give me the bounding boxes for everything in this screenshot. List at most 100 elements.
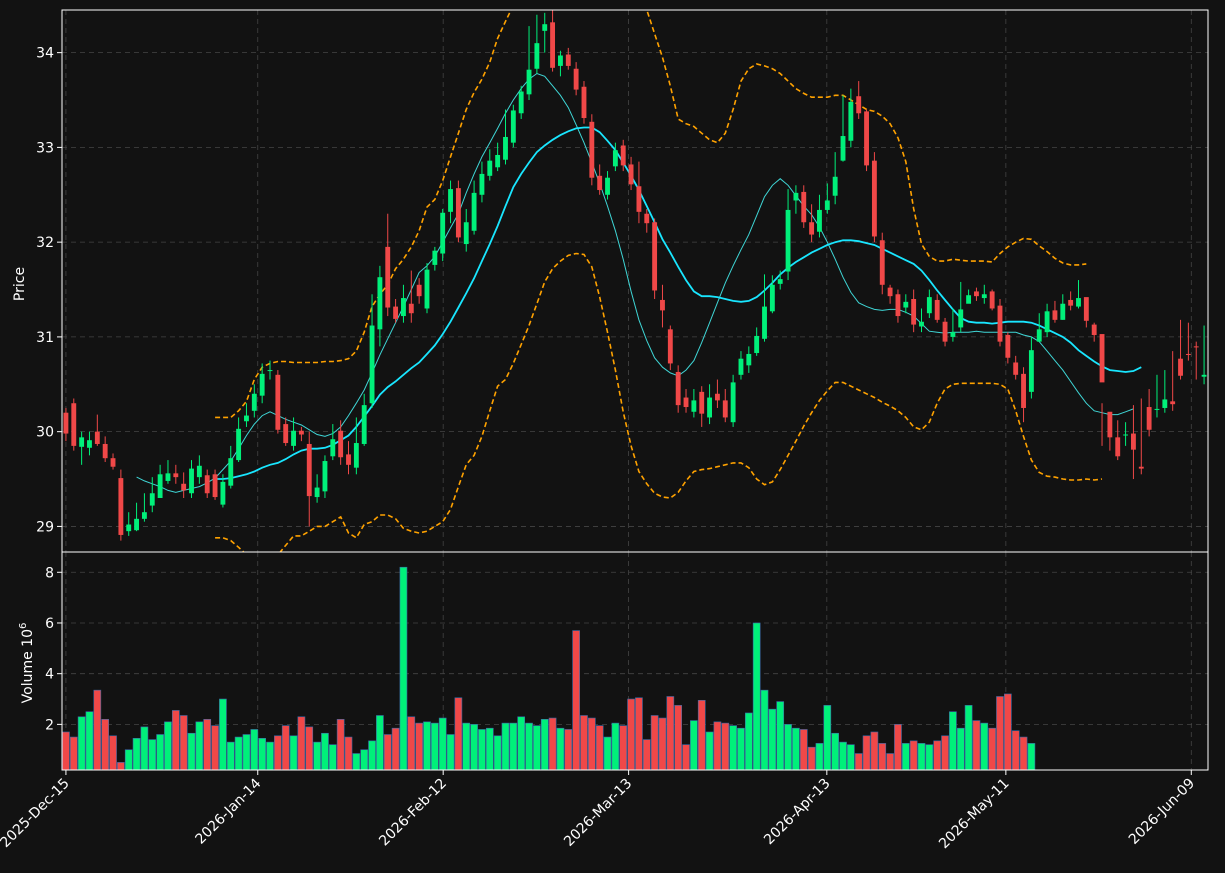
- candle: [1013, 355, 1019, 380]
- candle: [1107, 411, 1113, 451]
- candle: [1044, 303, 1050, 337]
- candle-body-down: [683, 397, 689, 408]
- volume-bar: [752, 622, 761, 770]
- candle: [557, 50, 563, 77]
- volume-bar: [1004, 693, 1012, 770]
- candle-body-up: [487, 160, 493, 176]
- candle-body-down: [1130, 433, 1136, 450]
- candle: [259, 363, 265, 404]
- volume-bar: [949, 711, 957, 770]
- candle-body-down: [118, 478, 124, 535]
- candle-body-up: [981, 294, 987, 299]
- candle: [683, 389, 689, 413]
- volume-bar: [211, 725, 219, 770]
- volume-bar: [823, 705, 832, 770]
- volume-bar: [799, 729, 808, 770]
- volume-bar: [352, 753, 361, 770]
- candle-body-up: [777, 279, 783, 284]
- candle-body-up: [793, 192, 799, 201]
- candle-body-up: [291, 430, 296, 446]
- volume-bar: [635, 697, 643, 770]
- volume-bar: [274, 735, 282, 770]
- volume-bar: [431, 722, 439, 770]
- candle: [636, 161, 642, 224]
- candle-body-down: [565, 54, 571, 66]
- candle: [1138, 398, 1144, 475]
- volume-bar: [956, 727, 965, 770]
- candle: [314, 474, 320, 503]
- candle: [1115, 420, 1121, 461]
- volume-bar: [847, 744, 855, 770]
- volume-bar: [171, 710, 180, 770]
- candle-body-down: [942, 321, 948, 342]
- volume-bar: [415, 722, 423, 770]
- candle: [903, 294, 909, 314]
- price-tick-label: 30: [36, 425, 54, 441]
- candle: [542, 12, 548, 53]
- candle-body-down: [887, 287, 893, 297]
- candle: [769, 275, 775, 314]
- candle-body-down: [338, 430, 344, 458]
- volume-bar: [627, 698, 635, 770]
- candle-body-up: [542, 24, 548, 31]
- candle: [864, 109, 869, 172]
- candle: [149, 477, 155, 513]
- candle-body-down: [1107, 411, 1113, 438]
- candle-body-down: [1099, 334, 1105, 383]
- candle-body-down: [1193, 346, 1199, 348]
- volume-bar: [266, 741, 274, 770]
- candle-body-down: [1115, 437, 1121, 457]
- volume-bar: [446, 734, 455, 770]
- candle-body-up: [903, 301, 909, 308]
- candle-body-down: [1178, 358, 1183, 376]
- candle-body-up: [495, 154, 501, 168]
- candle: [338, 420, 344, 465]
- candle: [667, 325, 673, 371]
- volume-bar: [862, 735, 871, 770]
- volume-bar: [878, 743, 887, 770]
- candle: [463, 208, 469, 252]
- candle: [785, 189, 791, 281]
- volume-bar: [101, 719, 110, 770]
- candle: [605, 171, 610, 200]
- candle: [291, 417, 296, 451]
- volume-bar: [933, 740, 942, 770]
- volume-axis-label-text: Volume 10: [20, 629, 36, 703]
- candle-body-up: [244, 415, 249, 422]
- candle-body-down: [1021, 373, 1026, 408]
- volume-bar: [650, 715, 659, 770]
- volume-bar: [328, 744, 337, 770]
- candle-body-down: [573, 68, 579, 90]
- candle: [204, 469, 210, 498]
- volume-bar: [831, 732, 839, 770]
- candle: [196, 455, 202, 484]
- candle: [275, 370, 281, 434]
- candle-body-up: [165, 473, 171, 481]
- candle: [856, 81, 862, 119]
- candle: [997, 299, 1003, 347]
- candle: [911, 289, 917, 333]
- volume-bar: [148, 739, 157, 770]
- candle: [950, 308, 956, 342]
- candle-body-down: [173, 473, 179, 478]
- volume-bar: [438, 717, 447, 770]
- candle: [526, 26, 532, 101]
- candle: [518, 85, 524, 119]
- candle: [440, 208, 446, 262]
- candle: [644, 208, 650, 233]
- candle: [1036, 313, 1042, 342]
- candle-body-down: [181, 483, 187, 491]
- volume-bar: [407, 716, 416, 770]
- candle-body-up: [824, 200, 830, 210]
- band-upper-line: [215, 10, 1087, 419]
- volume-bar: [682, 744, 690, 770]
- volume-bar: [226, 741, 235, 770]
- candle-body-up: [746, 353, 752, 366]
- candle-body-down: [974, 291, 979, 297]
- volume-bar: [564, 729, 573, 770]
- volume-bar: [289, 735, 298, 770]
- candle-body-up: [707, 397, 713, 418]
- volume-bar: [642, 739, 651, 770]
